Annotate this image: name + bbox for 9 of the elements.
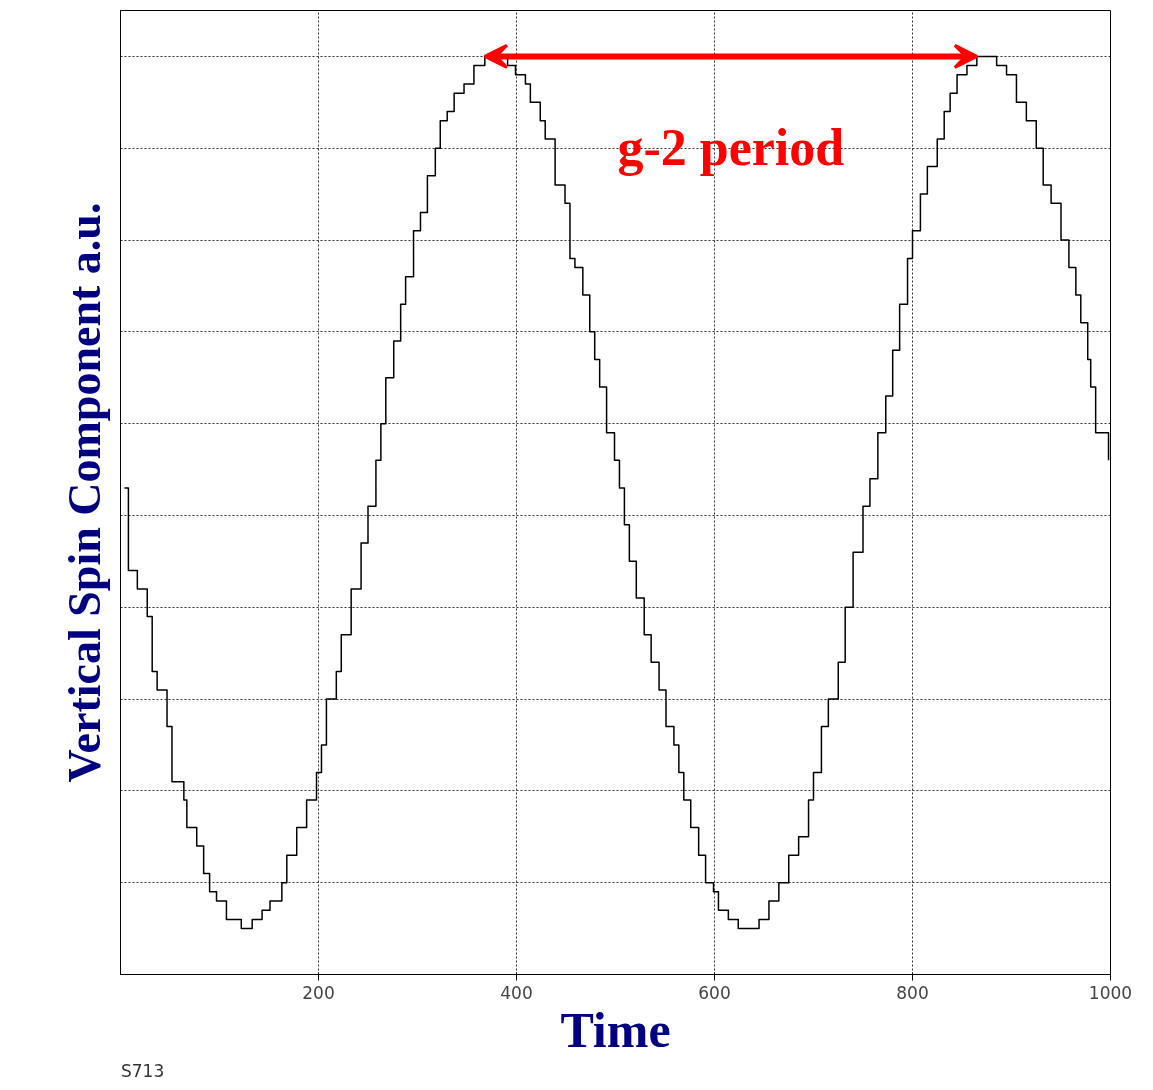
x-tick-label: 200 xyxy=(302,982,335,1003)
x-tick-label: 800 xyxy=(896,982,929,1003)
x-tick-label: 600 xyxy=(698,982,731,1003)
y-axis-title: Vertical Spin Component a.u. xyxy=(58,202,110,783)
x-tick-label: 400 xyxy=(500,982,533,1003)
annotation: g-2 period xyxy=(617,119,845,177)
text: S713 xyxy=(120,1060,165,1081)
x-axis-title: Time xyxy=(560,1001,671,1058)
x-tick-label: 1000 xyxy=(1088,982,1133,1003)
